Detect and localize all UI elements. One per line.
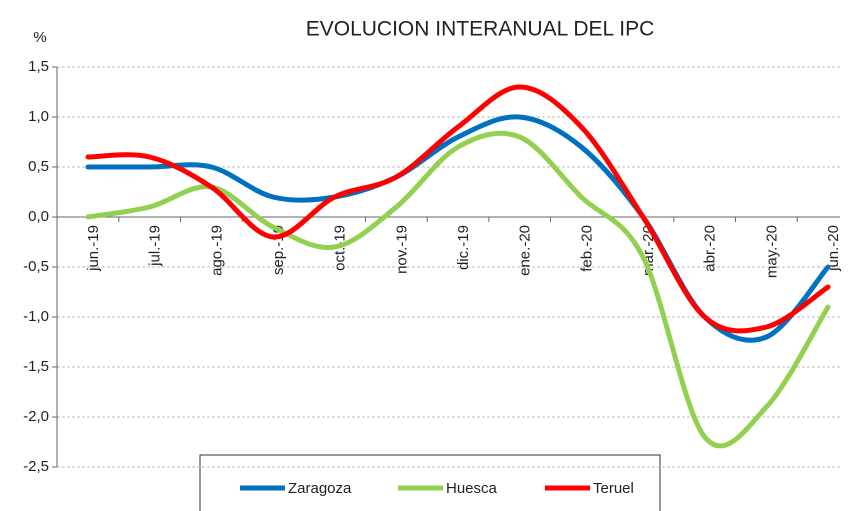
y-tick-label: -1,5: [23, 358, 49, 375]
y-tick-label: -2,0: [23, 408, 49, 425]
x-tick-label: feb.-20: [578, 225, 595, 272]
legend-box: [199, 454, 661, 511]
y-tick-label: 0,5: [28, 158, 49, 175]
x-tick-label: ago.-19: [208, 225, 225, 276]
x-tick-label: jul.-19: [147, 225, 164, 267]
legend-label: Teruel: [593, 480, 634, 497]
legend-label: Huesca: [446, 480, 498, 497]
x-tick-label: may.-20: [763, 225, 780, 278]
y-tick-label: -2,5: [23, 458, 49, 475]
x-tick-label: jun.-19: [85, 225, 102, 272]
series-line: [85, 130, 831, 449]
chart-title: EVOLUCION INTERANUAL DEL IPC: [306, 18, 655, 41]
x-tick-label: ene.-20: [517, 225, 534, 276]
x-tick-label: nov.-19: [393, 225, 410, 274]
y-tick-label: -0,5: [23, 258, 49, 275]
y-tick-label: 0,0: [28, 208, 49, 225]
y-tick-label: 1,0: [28, 108, 49, 125]
x-tick-label: dic.-19: [455, 225, 472, 270]
x-tick-label: jun.-20: [825, 225, 842, 272]
y-tick-label: -1,0: [23, 308, 49, 325]
legend-label: Zaragoza: [288, 480, 352, 497]
y-tick-label: 1,5: [28, 58, 49, 75]
x-tick-label: abr.-20: [702, 225, 719, 272]
y-axis-label: %: [33, 29, 46, 46]
series-line: [85, 84, 831, 334]
